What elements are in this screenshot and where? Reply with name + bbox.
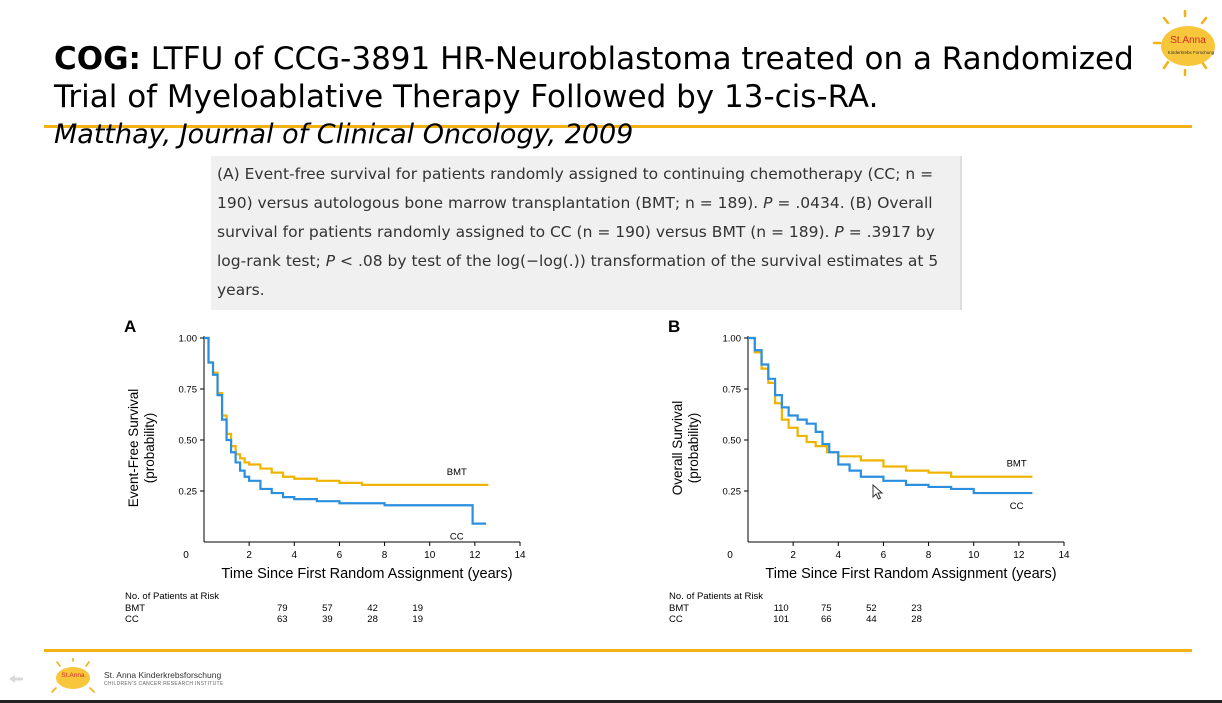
footer-divider (44, 649, 1192, 652)
x-tick-label: 2 (790, 550, 796, 561)
figure-caption: (A) Event-free survival for patients ran… (211, 156, 962, 310)
at-risk-row-label: CC (125, 614, 139, 625)
at-risk-value: 39 (322, 614, 333, 625)
series-label-cc: CC (1010, 501, 1024, 512)
x-tick-label: 4 (292, 550, 298, 561)
caption-part-7: < .08 by test of the log(−log(.)) transf… (217, 252, 939, 299)
title-bold: COG: (54, 41, 141, 77)
at-risk-value: 75 (821, 603, 832, 614)
x-tick-label: 6 (337, 550, 343, 561)
y-tick-label: 0.50 (179, 436, 198, 447)
x-tick-label: 0 (727, 550, 733, 561)
series-line-cc (204, 336, 487, 525)
back-arrow-icon[interactable] (8, 674, 24, 684)
y-tick-label: 0.25 (179, 487, 198, 498)
x-tick-label: 2 (246, 550, 252, 561)
at-risk-row-label: CC (669, 614, 683, 625)
x-tick-label: 0 (183, 550, 189, 561)
at-risk-header: No. of Patients at Risk (125, 591, 219, 602)
caption-part-4: P (834, 223, 844, 241)
x-tick-label: 10 (424, 550, 436, 561)
x-tick-label: 14 (514, 550, 526, 561)
series-label-bmt: BMT (1007, 459, 1027, 470)
x-tick-label: 4 (836, 550, 842, 561)
y-tick-label: 0.75 (179, 385, 198, 396)
caption-part-1: (A) Event-free survival for patients ran… (217, 165, 934, 212)
series-line-bmt (748, 336, 1033, 478)
series-label-cc: CC (450, 532, 464, 543)
slide-title: COG: LTFU of CCG-3891 HR-Neuroblastoma t… (54, 40, 1154, 116)
footer-org: St. Anna Kinderkrebsforschung CHILDREN'S… (104, 670, 224, 687)
caption-part-6: P (325, 252, 336, 270)
at-risk-value: 66 (821, 614, 832, 625)
x-tick-label: 12 (1013, 550, 1025, 561)
x-tick-label: 14 (1058, 550, 1070, 561)
x-tick-label: 8 (382, 550, 388, 561)
at-risk-value: 28 (367, 614, 378, 625)
at-risk-value: 57 (322, 603, 333, 614)
y-tick-label: 0.50 (723, 436, 742, 447)
y-axis-label: Event-Free Survival (126, 389, 141, 508)
footer-org-subtitle: CHILDREN'S CANCER RESEARCH INSTITUTE (104, 681, 224, 687)
at-risk-value: 23 (911, 603, 922, 614)
at-risk-value: 52 (866, 603, 877, 614)
panel-label: B (668, 318, 680, 336)
x-tick-label: 6 (881, 550, 887, 561)
x-axis-label: Time Since First Random Assignment (year… (765, 566, 1056, 582)
logo-text: St.Anna (1170, 35, 1206, 46)
y-tick-label: 1.00 (179, 334, 198, 345)
at-risk-value: 44 (866, 614, 877, 625)
bottom-edge (0, 700, 1222, 703)
slide-subtitle: Matthay, Journal of Clinical Oncology, 2… (54, 119, 634, 150)
x-tick-label: 12 (469, 550, 481, 561)
y-tick-label: 0.25 (723, 487, 742, 498)
footer-org-name: St. Anna Kinderkrebsforschung (104, 670, 222, 680)
title-rest: LTFU of CCG-3891 HR-Neuroblastoma treate… (54, 41, 1134, 115)
y-axis-label-unit: (probability) (142, 413, 157, 484)
at-risk-value: 101 (773, 614, 789, 625)
x-tick-label: 10 (968, 550, 980, 561)
title-divider (44, 125, 1192, 128)
at-risk-value: 42 (367, 603, 378, 614)
y-axis-label: Overall Survival (670, 401, 685, 496)
x-axis-label: Time Since First Random Assignment (year… (221, 566, 512, 582)
mouse-cursor-icon (872, 484, 884, 500)
y-axis-label-unit: (probability) (686, 413, 701, 484)
at-risk-value: 110 (774, 603, 789, 614)
at-risk-value: 19 (412, 603, 423, 614)
at-risk-value: 63 (277, 614, 288, 625)
caption-part-3: = .0434. (B) Overall survival for patien… (217, 194, 933, 241)
panel-label: A (124, 318, 136, 336)
chart-panel-b: B 0.25 0.50 0.75 1.00 0 2 4 6 8 10 12 14 Overall Surv… (668, 318, 1070, 625)
caption-part-5: = .3917 by log-rank test; (217, 223, 935, 270)
logo-subtext: Kinderkrebs Forschung (1168, 50, 1215, 55)
series-line-bmt (204, 336, 489, 486)
y-tick-label: 1.00 (723, 334, 742, 345)
st-anna-logo: St.Anna Kinderkrebs Forschung (1152, 10, 1215, 76)
footer-logo: St.Anna (51, 658, 95, 693)
at-risk-row-label: BMT (125, 603, 145, 614)
series-line-cc (748, 336, 1033, 495)
at-risk-value: 19 (412, 614, 423, 625)
at-risk-value: 79 (277, 603, 288, 614)
at-risk-header: No. of Patients at Risk (669, 591, 763, 602)
series-label-bmt: BMT (447, 467, 467, 478)
footer-logo-text: St.Anna (61, 672, 85, 679)
at-risk-row-label: BMT (669, 603, 689, 614)
x-tick-label: 8 (926, 550, 932, 561)
at-risk-value: 28 (911, 614, 922, 625)
caption-part-2: P (763, 194, 773, 212)
y-tick-label: 0.75 (723, 385, 742, 396)
chart-panel-a: A 0.25 0.50 0.75 1.00 0 2 4 6 8 10 12 14 Event-Free S… (124, 318, 526, 625)
